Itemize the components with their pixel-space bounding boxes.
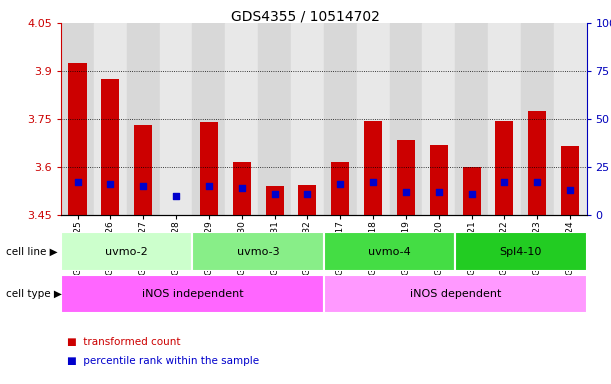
Bar — [455, 232, 587, 271]
Bar — [127, 232, 159, 271]
Point — [106, 181, 115, 187]
Bar — [134, 126, 152, 215]
Bar — [159, 23, 192, 215]
Bar — [233, 162, 251, 215]
Bar — [529, 111, 546, 215]
Point — [237, 185, 247, 191]
Point — [73, 179, 82, 185]
Bar — [521, 23, 554, 215]
Bar — [101, 79, 119, 215]
Text: iNOS dependent: iNOS dependent — [409, 289, 501, 299]
Bar — [488, 23, 521, 215]
Bar — [61, 23, 94, 215]
Point — [204, 183, 214, 189]
Bar — [298, 185, 316, 215]
Bar — [324, 232, 357, 271]
Bar — [94, 23, 127, 215]
Bar — [455, 23, 488, 215]
Bar — [364, 121, 382, 215]
Bar — [192, 232, 324, 271]
Point — [401, 189, 411, 195]
Bar — [225, 23, 258, 215]
Point — [269, 191, 279, 197]
Point — [434, 189, 444, 195]
Bar — [521, 232, 554, 271]
Bar — [61, 232, 192, 271]
Point — [368, 179, 378, 185]
Text: ■  transformed count: ■ transformed count — [67, 337, 181, 347]
Bar — [331, 162, 349, 215]
Bar — [455, 232, 488, 271]
Bar — [258, 232, 291, 271]
Text: Spl4-10: Spl4-10 — [500, 247, 542, 257]
Point — [335, 181, 345, 187]
Bar — [61, 232, 94, 271]
Text: uvmo-2: uvmo-2 — [106, 247, 148, 257]
Bar — [291, 23, 324, 215]
Bar — [324, 275, 587, 313]
Bar — [291, 232, 324, 271]
Bar — [159, 232, 192, 271]
Bar — [192, 23, 225, 215]
Point — [565, 187, 575, 193]
Point — [171, 193, 181, 199]
Bar — [258, 23, 291, 215]
Bar — [463, 167, 481, 215]
Text: uvmo-3: uvmo-3 — [237, 247, 279, 257]
Bar — [390, 23, 422, 215]
Bar — [324, 23, 357, 215]
Point — [532, 179, 542, 185]
Bar — [94, 232, 127, 271]
Point — [467, 191, 477, 197]
Bar — [225, 232, 258, 271]
Text: uvmo-4: uvmo-4 — [368, 247, 411, 257]
Point — [500, 179, 510, 185]
Bar — [357, 232, 390, 271]
Bar — [61, 275, 324, 313]
Bar — [496, 121, 513, 215]
Bar — [357, 23, 390, 215]
Bar — [488, 232, 521, 271]
Bar — [266, 186, 284, 215]
Text: GDS4355 / 10514702: GDS4355 / 10514702 — [231, 10, 380, 23]
Bar — [397, 140, 415, 215]
Bar — [554, 23, 587, 215]
Text: cell type ▶: cell type ▶ — [6, 289, 62, 299]
Bar — [561, 146, 579, 215]
Text: cell line ▶: cell line ▶ — [6, 247, 57, 257]
Point — [138, 183, 148, 189]
Bar — [430, 145, 448, 215]
Bar — [324, 232, 455, 271]
Point — [302, 191, 312, 197]
Bar — [554, 232, 587, 271]
Bar — [390, 232, 422, 271]
Bar — [422, 232, 455, 271]
Text: iNOS independent: iNOS independent — [142, 289, 243, 299]
Bar — [422, 23, 455, 215]
Text: ■  percentile rank within the sample: ■ percentile rank within the sample — [67, 356, 259, 366]
Bar — [127, 23, 159, 215]
Bar — [192, 232, 225, 271]
Bar — [68, 63, 87, 215]
Bar — [200, 122, 218, 215]
